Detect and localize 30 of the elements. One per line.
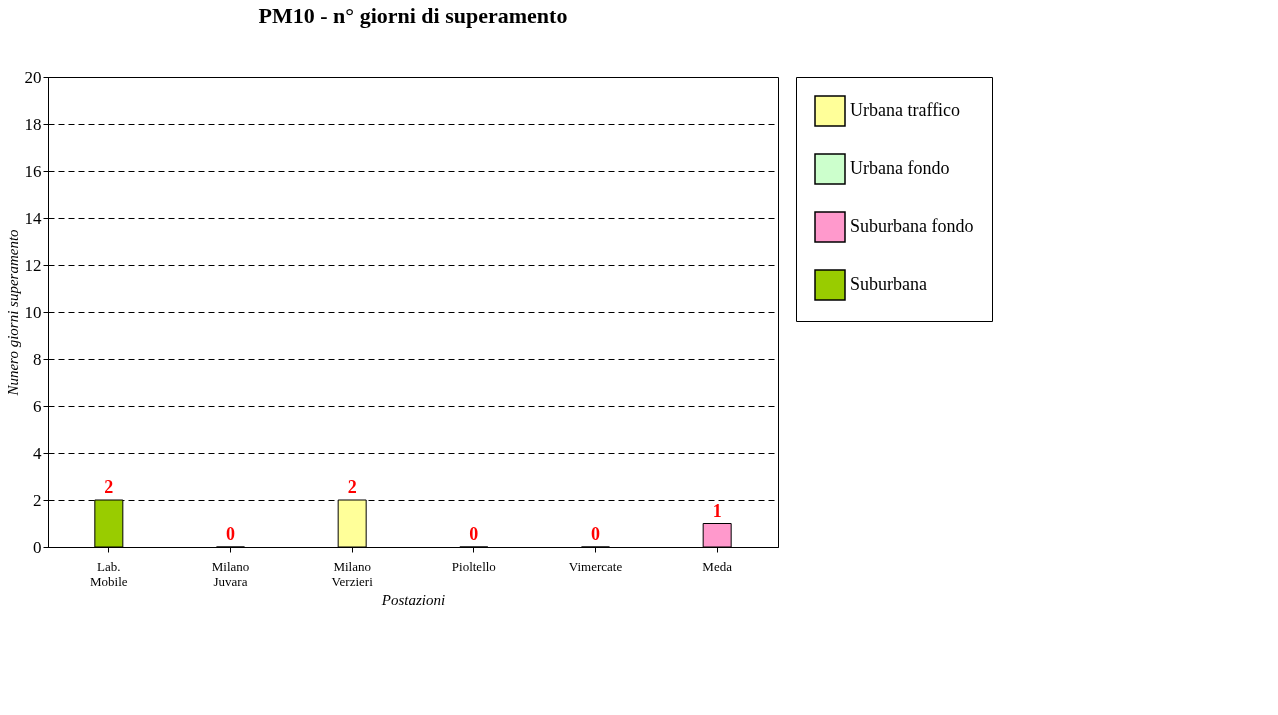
y-tick-label: 0 [33, 537, 42, 557]
y-tick-label: 4 [33, 443, 42, 463]
x-tick-label: Pioltello [451, 558, 496, 574]
y-tick-label: 14 [24, 208, 42, 228]
y-tick-label: 6 [33, 396, 42, 416]
y-tick-label: 12 [24, 255, 42, 275]
x-tick-label: Meda [702, 558, 733, 574]
y-tick-label: 8 [33, 349, 42, 369]
y-tick-label: 16 [24, 161, 42, 181]
data-label: 1 [712, 500, 722, 521]
data-label: 2 [104, 477, 114, 497]
y-tick-label: 18 [24, 114, 42, 134]
data-label: 0 [469, 524, 479, 544]
legend-label: Suburbana [850, 274, 927, 294]
chart-title: PM10 - n° giorni di superamento [258, 3, 568, 28]
y-tick-label: 20 [24, 67, 42, 87]
x-tick-label: Milano Verzieri [331, 558, 374, 589]
y-axis-title: Nunero giorni superamento [4, 228, 21, 397]
data-label: 0 [226, 524, 235, 544]
data-label: 0 [591, 524, 600, 544]
legend-label: Urbana fondo [850, 158, 950, 178]
x-tick-label: Vimercate [568, 558, 623, 574]
x-tick-label: Lab. Mobile [90, 558, 128, 589]
data-label: 2 [347, 477, 357, 497]
y-tick-label: 10 [24, 302, 42, 322]
x-tick-label: Milano Juvara [211, 558, 250, 589]
legend-label: Urbana traffico [850, 100, 961, 120]
y-tick-label: 2 [33, 490, 42, 510]
x-axis-title: Postazioni [380, 591, 446, 608]
legend-label: Suburbana fondo [850, 216, 974, 236]
